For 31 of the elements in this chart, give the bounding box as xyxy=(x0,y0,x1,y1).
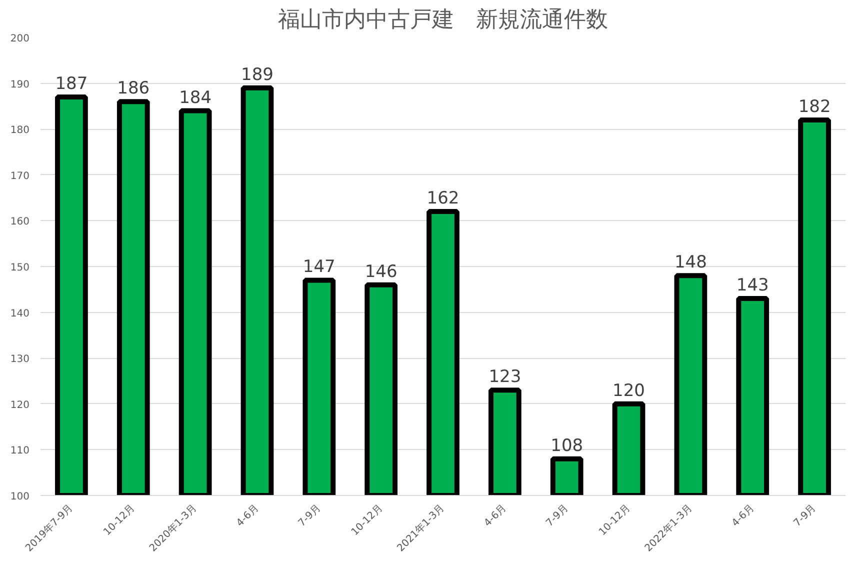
data-label: 186 xyxy=(117,78,150,99)
x-tick-label: 4-6月 xyxy=(482,502,509,530)
y-tick-label: 180 xyxy=(10,125,30,136)
y-tick-label: 140 xyxy=(10,308,30,320)
chart-title: 福山市内中古戸建 新規流通件数 xyxy=(278,8,608,32)
data-label: 189 xyxy=(241,64,274,85)
data-label: 147 xyxy=(302,257,336,278)
x-tick-label: 7-9月 xyxy=(792,502,818,530)
y-tick-label: 100 xyxy=(10,492,30,502)
data-label: 143 xyxy=(736,276,769,296)
x-tick-label: 4-6月 xyxy=(730,502,757,530)
y-tick-label: 150 xyxy=(10,262,30,274)
x-tick-label: 4-6月 xyxy=(234,502,262,530)
data-label: 123 xyxy=(488,367,522,388)
y-tick-label: 130 xyxy=(10,354,30,366)
y-tick-label: 160 xyxy=(10,216,30,228)
data-label: 120 xyxy=(612,380,645,401)
data-label: 182 xyxy=(798,96,831,117)
data-label: 162 xyxy=(426,188,460,209)
data-label: 187 xyxy=(55,74,88,94)
x-tick-label: 7-9月 xyxy=(296,502,324,530)
data-label: 146 xyxy=(364,262,398,282)
data-label: 108 xyxy=(550,436,584,456)
y-tick-label: 120 xyxy=(10,400,30,411)
y-tick-label: 170 xyxy=(10,170,30,182)
y-tick-label: 200 xyxy=(10,34,30,44)
data-label: 184 xyxy=(179,88,212,108)
data-label: 148 xyxy=(674,252,707,273)
y-tick-label: 110 xyxy=(10,446,30,457)
y-tick-label: 190 xyxy=(10,79,30,90)
x-tick-label: 7-9月 xyxy=(544,502,571,530)
